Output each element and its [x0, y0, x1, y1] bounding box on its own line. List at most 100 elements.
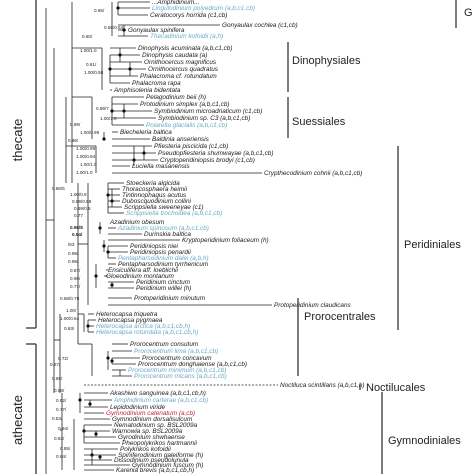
support-value: 0.99/	[70, 122, 81, 127]
support-values: 0.65/0.58/0.54 0.60/1.00/1.0 0.61/1.00/0.5…	[50, 8, 124, 459]
support-value: 0.99/0.98	[72, 199, 92, 204]
taxon-label: Protodinium simplex (a,b,c1,cb)	[140, 101, 230, 108]
support-value: 1.00/0.5	[70, 192, 87, 197]
taxon-label: Scrippsiella sweeneyae (c1)	[124, 204, 204, 211]
support-value: 0.63/	[64, 326, 75, 331]
support-value: 0.61/	[86, 62, 97, 67]
suessiales-label: Suessiales	[292, 116, 346, 128]
taxon-label: Karenia brevis (a,b,c1,cb,h)	[116, 467, 194, 474]
support-value: 0.72/	[58, 356, 69, 361]
node-marker	[94, 432, 98, 436]
taxon-label: Pentapharsodinium dalei (a,b,h)	[118, 255, 209, 262]
support-value: 0.99/7	[96, 106, 109, 111]
support-value: 1.00/	[66, 308, 77, 313]
node-marker	[128, 67, 132, 71]
support-value: 1.00/0.94	[76, 154, 96, 159]
taxon-label: Gloeodinium montanum	[106, 273, 175, 280]
support-value: 0.92/	[56, 398, 67, 403]
taxon-label: Thoracosphaera heimii	[122, 186, 188, 193]
taxon-label: Protoperidinium claudicans	[274, 302, 352, 309]
node-marker	[78, 398, 82, 402]
support-value: 0.94/	[72, 232, 83, 237]
support-value: 0.64/	[56, 454, 67, 459]
node-marker	[118, 53, 122, 57]
node-marker	[106, 356, 110, 360]
support-value: 0.86/5	[52, 186, 65, 191]
node-marker	[122, 28, 126, 32]
taxon-label: Pentapharsodinium tyrrhenicum	[118, 261, 209, 268]
taxon-label: Gonyaulax cochlea (c1,cb)	[222, 22, 298, 29]
taxon-label: ...Amphidinium...	[152, 0, 200, 6]
taxon-label: Prorocentrum minimum (a,b,c1,cb)	[128, 367, 226, 374]
support-value: 0.96/	[68, 138, 79, 143]
taxon-label: Phalacroma cf. rotundatum	[140, 73, 217, 80]
taxon-label: Stoeckeria algicida	[126, 180, 180, 187]
taxon-label: Heterocapsa pygmaea	[98, 317, 163, 324]
taxon-label: Kryptoperidinium foliaceum (h)	[182, 237, 269, 244]
node-marker	[106, 250, 110, 254]
support-value: 0.60/	[82, 34, 93, 39]
taxon-label: Dinophysis acuminata (a,b,c1,cb)	[138, 45, 232, 52]
support-value: 0.85/	[52, 376, 63, 381]
support-value: 0.88/	[54, 388, 65, 393]
support-value: 0.77	[74, 213, 83, 218]
taxon-label: Polykrikos kofoidii	[120, 446, 171, 453]
taxon-label: Peridiniopsis penardii	[130, 249, 191, 256]
node-marker	[102, 137, 106, 141]
side-labels: thecate athecate	[10, 0, 37, 474]
taxon-label: Prorocentrum micans (a,b,c1,cb)	[134, 373, 227, 380]
tree-branches	[45, 1, 278, 474]
taxon-label: Peridinium willei (h)	[136, 285, 191, 292]
support-value: 0.85/	[60, 446, 71, 451]
taxon-label: Dissodinium pseudolunula	[114, 457, 189, 464]
taxon-label: Phalacroma rapa	[132, 80, 181, 87]
support-value: 0.68/0.78	[60, 296, 80, 301]
support-value: 0.77/	[70, 284, 81, 289]
support-value: 0.99/0.5	[74, 206, 91, 211]
taxon-label: Crypthecodinium cohnii (a,b,c1,cb)	[264, 170, 362, 177]
taxon-label: Ceratocorys horrida (c1,cb)	[150, 12, 227, 19]
node-marker	[94, 274, 98, 278]
taxon-label: Lepidodinium viride	[110, 404, 166, 411]
taxon-label: Gymnodinium fuscum (h)	[132, 462, 203, 469]
support-value: 1.00/1.0	[80, 48, 97, 53]
taxon-label: Prorocentrum lima (a,b,c1,cb)	[134, 348, 218, 355]
thecate-label: thecate	[10, 119, 25, 162]
node-marker	[90, 453, 94, 457]
node-marker	[98, 226, 102, 230]
peridiniales-label: Peridiniales	[404, 239, 461, 251]
prorocentrales-label: Prorocentrales	[304, 311, 376, 323]
taxon-label: Cryptoperidiniopsis brodyi (c1,cb)	[160, 157, 255, 164]
node-marker	[110, 109, 114, 113]
taxon-label: Peridinium cinctum	[136, 279, 191, 286]
taxon-label: Noctiluca scintillans (a,b,c1,h)	[280, 382, 365, 389]
clade-brackets: Dinophysiales Suessiales Peridiniales Proro…	[287, 0, 473, 474]
support-value: 0.77/	[56, 407, 67, 412]
support-value: 0.96/	[70, 276, 81, 281]
node-marker	[88, 402, 92, 406]
taxon-label: Scrippsiella trochoidea (a,b,c1,cb)	[126, 210, 222, 217]
taxon-label: Amphisolenia bidentata	[113, 87, 181, 94]
taxon-label: Spiniferodinium galeiforme (h)	[118, 452, 203, 459]
taxon-label: Tintinnophagus acutus	[122, 192, 187, 199]
taxon-label: Thecadinium kofoidii (a,h)	[150, 33, 223, 40]
taxon-label: Symbiodinium sp. C3 (a,b,c1,cb)	[158, 115, 250, 122]
taxon-label: Polarella glacialis (a,b,c1,cb)	[146, 122, 227, 129]
taxon-label: Heterocapsa arctica (a,b,c1,cb,h)	[96, 323, 190, 330]
support-value: 1.00/0.64	[60, 316, 80, 321]
taxon-label: Warnowia sp. BSL2009a	[112, 428, 183, 435]
support-value: 0.58/0.54	[104, 25, 124, 30]
taxon-label: Gonyaulax spinifera	[128, 27, 185, 34]
taxon-label: Akashiwo sanguinea (a,b,c1,cb,h)	[109, 390, 206, 397]
support-value: 0.99/	[68, 251, 79, 256]
node-marker	[110, 283, 114, 287]
node-marker	[98, 455, 102, 459]
taxon-label: Peridiniopsis niei	[130, 243, 179, 250]
support-value: /63	[68, 242, 75, 247]
node-marker	[116, 6, 120, 10]
taxon-label: Gymnodinium dorsalisulcum	[112, 416, 193, 423]
node-marker	[110, 199, 114, 203]
noctilucales-label: Noctilucales	[366, 382, 426, 394]
taxon-label: Luciella masanensis	[132, 163, 190, 170]
taxon-label: Amphidinium carterae (a,b,c1,cb)	[113, 397, 208, 404]
